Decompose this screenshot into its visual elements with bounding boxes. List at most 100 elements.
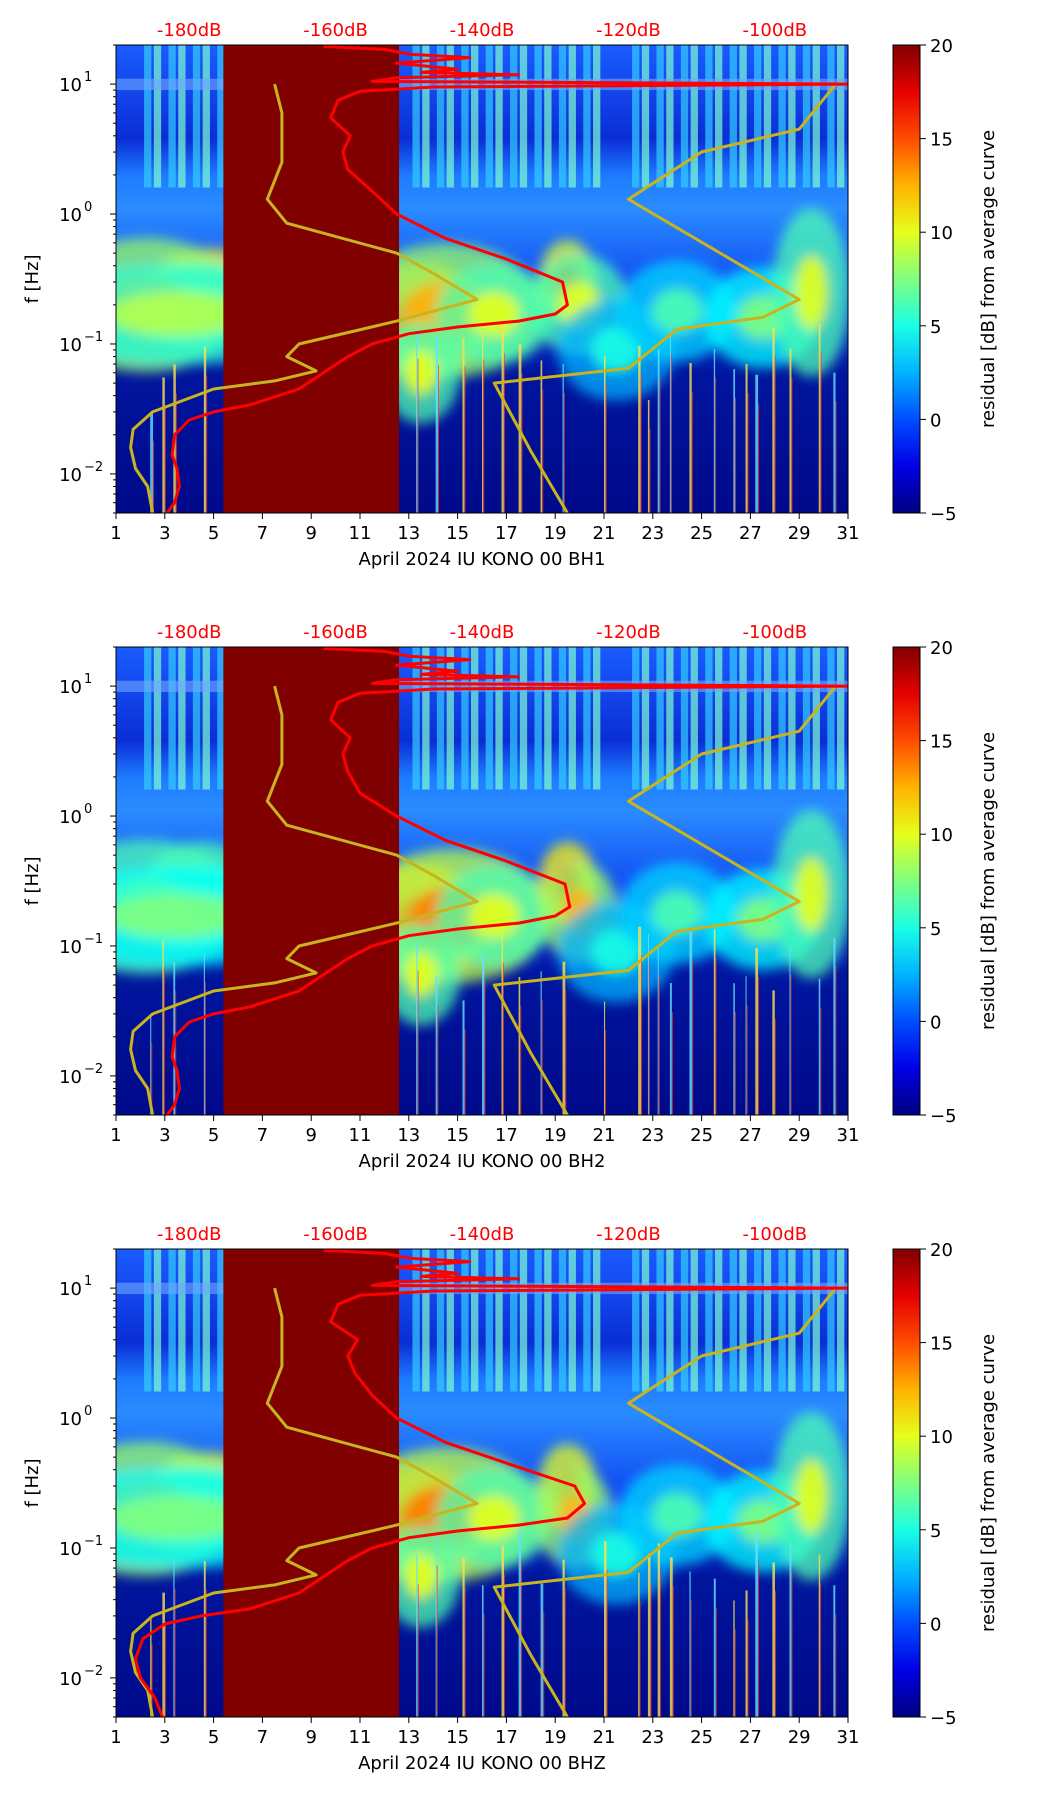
spike [638,345,641,513]
spike [502,963,504,1115]
noise-band [534,45,542,188]
spike [462,337,465,513]
y-tick-label: 10 [59,1067,82,1088]
noise-band [168,45,176,188]
spike [518,976,521,1115]
spike [671,1011,673,1115]
spike [758,1560,760,1717]
data-gap [223,647,400,1115]
noise-band [593,647,601,790]
noise-band [680,1249,689,1392]
spike [689,1571,691,1717]
energy-core [794,856,829,932]
spike [482,330,484,513]
noise-band [593,1249,601,1392]
x-tick-label: 1 [110,1125,121,1146]
noise-band [837,1249,845,1392]
noise-band [217,647,225,790]
y-axis-label: f [Hz] [22,254,43,303]
spike [647,933,649,1115]
colorbar-tick-label: 5 [930,317,941,338]
spike [435,336,439,513]
spike [713,1578,716,1717]
colorbar-tick-label: −5 [930,1708,957,1729]
noise-band [202,1249,210,1392]
noise-band [641,1249,650,1392]
colorbar-tick-label: 0 [930,410,941,431]
noise-band [558,45,567,188]
x-tick-label: 3 [159,523,170,544]
spike [658,974,660,1115]
spike [733,1600,735,1717]
spike [789,348,792,513]
noise-band [690,1249,698,1392]
y-tick-exponent: 1 [84,1274,92,1289]
noise-band [715,1249,723,1392]
microseism-blobs [116,810,848,1026]
db-scale-label: -140dB [450,622,515,643]
spike [758,403,760,513]
x-tick-label: 31 [837,523,860,544]
spike [820,1583,822,1717]
noise-band [827,1249,835,1392]
noise-band [656,1249,664,1392]
spike [462,1000,465,1115]
energy-core [794,1458,829,1534]
x-tick-label: 1 [110,1727,121,1748]
average-psd-curve [134,1249,848,1717]
noise-band [812,647,820,790]
y-tick-label: 10 [59,807,82,828]
colorbar-tick-label: 10 [930,825,953,846]
spike [164,406,166,513]
spike [417,1584,419,1717]
spike [835,1614,837,1717]
noise-band [168,1249,176,1392]
spike [436,1565,438,1717]
db-scale-label: -180dB [157,1224,222,1245]
spike [745,1590,748,1717]
spike [790,974,792,1115]
noise-band [705,647,713,790]
noise-band [666,1249,674,1392]
spike [203,346,207,513]
spike [484,981,486,1115]
y-tick-exponent: 0 [84,802,92,817]
y-tick-label: 10 [59,1409,82,1430]
spike [669,1557,673,1717]
low-noise-model-curve [129,685,479,1115]
x-tick-label: 27 [739,523,762,544]
spike [657,349,660,513]
noise-band [446,647,454,790]
high-noise-model-curve [492,1287,837,1717]
transient-spikes [150,926,837,1115]
x-tick-label: 5 [208,523,219,544]
spike [151,1042,153,1115]
noise-band [412,1249,420,1392]
spike [657,946,659,1115]
noise-band [471,647,479,790]
x-tick-label: 27 [739,1727,762,1748]
spike [438,364,440,513]
y-tick-label: 10 [59,465,82,486]
colorbar-tick-label: 10 [930,223,953,244]
energy-core [116,1495,246,1541]
noise-band [544,45,552,188]
spike [521,373,523,513]
spike [660,1572,662,1717]
spike [540,1583,544,1717]
db-scale-label: -140dB [450,20,515,41]
x-tick-label: 29 [788,1727,811,1748]
noise-band [544,647,552,790]
noise-band [217,45,225,188]
spike [715,377,717,513]
spike [650,1582,652,1717]
y-tick-exponent: 1 [84,70,92,85]
x-tick-label: 15 [446,523,469,544]
noise-band [510,1249,518,1392]
energy-core [651,288,703,334]
noise-band [788,647,796,790]
spike [657,1543,661,1717]
y-tick-label: 10 [59,1279,82,1300]
high-noise-model-curve [492,83,837,513]
noise-band [178,647,186,790]
